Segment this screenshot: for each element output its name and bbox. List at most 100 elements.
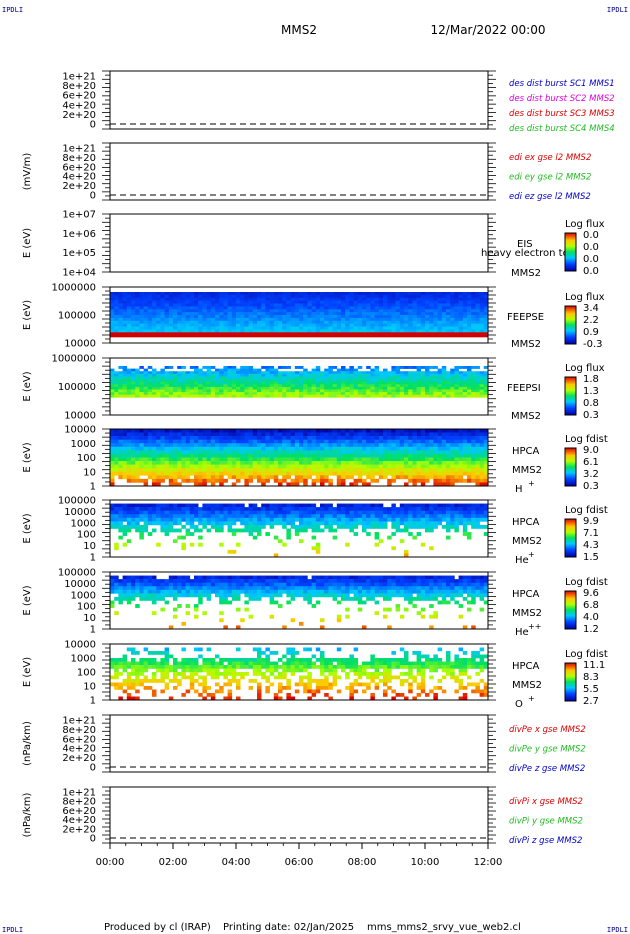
- heatmap-cell: [336, 303, 342, 307]
- heatmap-cell: [135, 503, 140, 508]
- heatmap-cell: [395, 432, 401, 437]
- heatmap-cell: [278, 461, 283, 465]
- heatmap-cell: [248, 386, 254, 390]
- heatmap-cell: [278, 373, 283, 377]
- heatmap-cell: [404, 575, 409, 580]
- heatmap-cell: [194, 392, 199, 396]
- heatmap-cell: [122, 384, 128, 388]
- heatmap-cell: [164, 510, 170, 515]
- heatmap-cell: [202, 582, 207, 587]
- heatmap-cell: [257, 317, 262, 322]
- heatmap-cell: [215, 521, 220, 526]
- heatmap-cell: [248, 384, 254, 388]
- heatmap-cell: [307, 439, 312, 444]
- heatmap-cell: [227, 392, 233, 396]
- heatmap-cell: [118, 379, 123, 382]
- heatmap-cell: [349, 292, 354, 296]
- heatmap-cell: [483, 303, 489, 307]
- heatmap-cell: [210, 575, 216, 580]
- heatmap-cell: [185, 436, 191, 440]
- heatmap-cell: [479, 303, 485, 307]
- heatmap-cell: [261, 317, 266, 322]
- heatmap-cell: [131, 373, 136, 377]
- heatmap-cell: [244, 439, 249, 444]
- heatmap-cell: [416, 371, 422, 375]
- heatmap-cell: [450, 436, 455, 440]
- heatmap-cell: [324, 315, 329, 319]
- heatmap-cell: [131, 389, 136, 393]
- heatmap-cell: [416, 521, 422, 526]
- heatmap-cell: [462, 521, 468, 526]
- heatmap-cell: [131, 392, 136, 396]
- y-tick-label: 2e+20: [62, 181, 96, 192]
- heatmap-cell: [135, 471, 140, 476]
- heatmap-cell: [332, 446, 338, 451]
- heatmap-cell: [378, 297, 384, 301]
- heatmap-cell: [353, 478, 359, 483]
- heatmap-cell: [273, 292, 279, 296]
- heatmap-cell: [257, 432, 262, 437]
- heatmap-cell: [311, 312, 317, 316]
- heatmap-cell: [357, 457, 363, 462]
- heatmap-cell: [362, 507, 367, 511]
- heatmap-cell: [122, 507, 128, 511]
- heatmap-cell: [139, 329, 144, 333]
- heatmap-cell: [404, 443, 409, 448]
- heatmap-cell: [328, 312, 333, 316]
- heatmap-cell: [433, 468, 438, 473]
- heatmap-cell: [324, 446, 329, 451]
- heatmap-cell: [425, 579, 430, 583]
- heatmap-cell: [126, 381, 132, 385]
- heatmap-cell: [450, 320, 455, 324]
- heatmap-cell: [475, 329, 480, 333]
- heatmap-cell: [210, 315, 216, 319]
- heatmap-cell: [311, 376, 317, 380]
- heatmap-cell: [135, 446, 140, 451]
- heatmap-cell: [366, 582, 371, 587]
- heatmap-cell: [189, 292, 195, 296]
- heatmap-cell: [261, 384, 266, 388]
- heatmap-cell: [173, 464, 178, 469]
- heatmap-cell: [408, 381, 413, 385]
- heatmap-cell: [206, 436, 212, 440]
- heatmap-cell: [215, 507, 220, 511]
- heatmap-cell: [139, 443, 144, 448]
- heatmap-cell: [227, 312, 233, 316]
- heatmap-cell: [131, 503, 136, 508]
- heatmap-cell: [311, 507, 317, 511]
- heatmap-cell: [173, 376, 178, 380]
- heatmap-cell: [236, 579, 241, 583]
- heatmap-cell: [328, 317, 333, 322]
- heatmap-cell: [273, 432, 279, 437]
- heatmap-cell: [198, 575, 203, 580]
- heatmap-cell: [378, 475, 384, 480]
- heatmap-cell: [265, 521, 270, 526]
- heatmap-cell: [273, 517, 279, 522]
- heatmap-cell: [357, 292, 363, 296]
- heatmap-cell: [458, 323, 464, 327]
- heatmap-cell: [143, 443, 149, 448]
- heatmap-cell: [307, 317, 312, 322]
- heatmap-cell: [248, 446, 254, 451]
- heatmap-cell: [265, 446, 270, 451]
- heatmap-cell: [328, 579, 333, 583]
- heatmap-cell: [374, 315, 380, 319]
- heatmap-cell: [425, 429, 430, 433]
- heatmap-cell: [223, 371, 228, 375]
- heatmap-cell: [131, 323, 136, 327]
- heatmap-cell: [374, 517, 380, 522]
- heatmap-cell: [114, 371, 119, 375]
- heatmap-cell: [408, 376, 413, 380]
- heatmap-cell: [383, 450, 388, 455]
- heatmap-cell: [202, 329, 207, 333]
- heatmap-cell: [231, 582, 237, 587]
- heatmap-cell: [114, 381, 119, 385]
- heatmap-cell: [135, 429, 140, 433]
- heatmap-cell: [265, 320, 270, 324]
- heatmap-cell: [282, 453, 287, 458]
- heatmap-cell: [437, 478, 443, 483]
- heatmap-cell: [307, 510, 312, 515]
- heatmap-cell: [433, 436, 438, 440]
- heatmap-cell: [362, 312, 367, 316]
